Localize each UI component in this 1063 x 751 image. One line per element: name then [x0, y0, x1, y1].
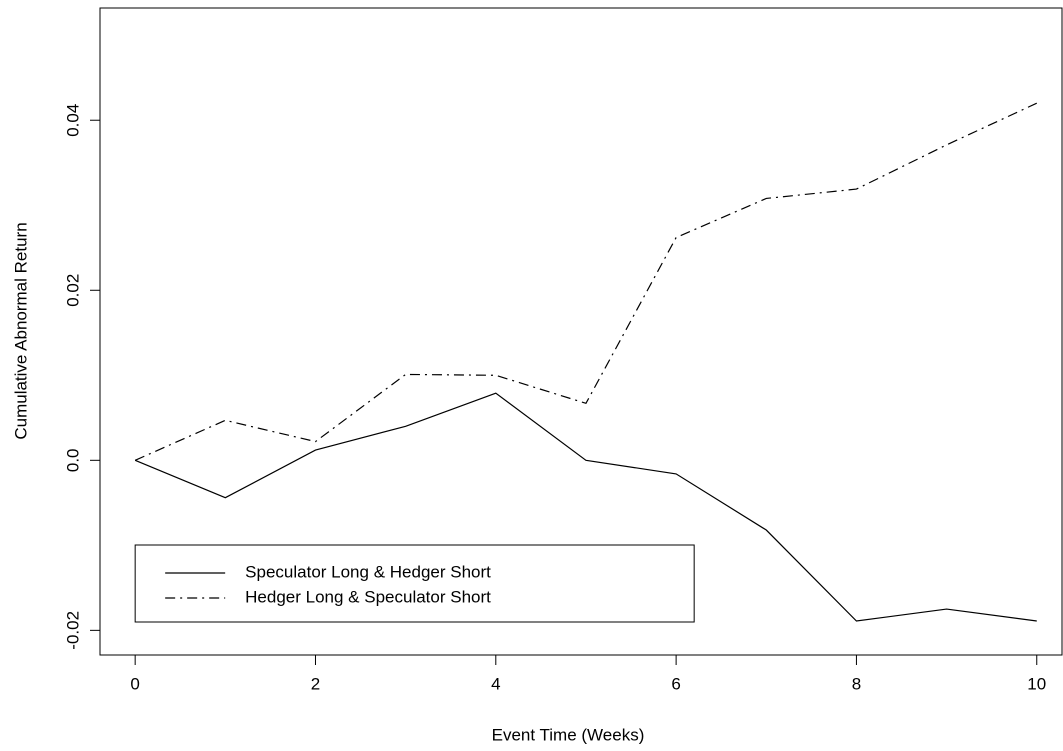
y-tick-label: 0.0: [63, 448, 82, 472]
x-tick-label: 6: [671, 674, 680, 693]
y-tick-label: 0.02: [63, 274, 82, 307]
x-tick-label: 8: [852, 674, 861, 693]
legend-label: Hedger Long & Speculator Short: [245, 587, 491, 606]
y-axis-title: Cumulative Abnormal Return: [11, 222, 30, 439]
x-tick-label: 0: [130, 674, 139, 693]
x-tick-label: 10: [1027, 674, 1046, 693]
series-line: [134, 392, 1037, 622]
y-tick-label: 0.04: [63, 104, 82, 137]
x-tick-label: 2: [311, 674, 320, 693]
legend-label: Speculator Long & Hedger Short: [245, 562, 491, 581]
legend-box: [134, 544, 695, 623]
x-axis-title: Event Time (Weeks): [492, 725, 645, 744]
series-line: [134, 102, 1038, 461]
x-tick-label: 4: [491, 674, 500, 693]
y-tick-label: -0.02: [63, 611, 82, 650]
